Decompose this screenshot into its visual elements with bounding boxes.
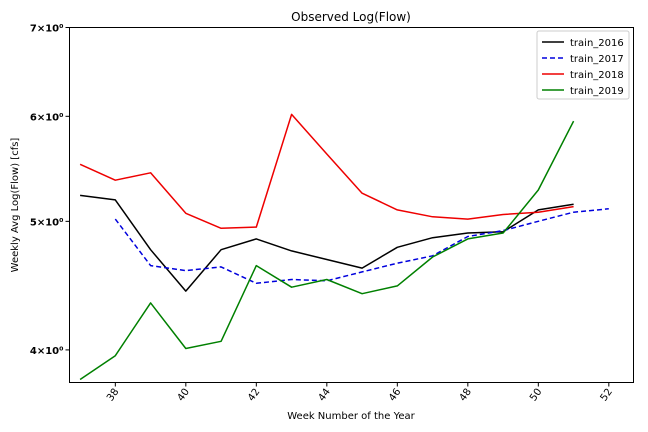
y-tick-label: 4×10⁰ xyxy=(30,346,64,357)
y-axis-label: Weekly Avg Log(Flow) [cfs] xyxy=(10,138,21,273)
series-layer xyxy=(79,113,609,381)
series-line-train_2017 xyxy=(114,208,609,285)
series-line-train_2018 xyxy=(79,113,574,230)
y-tick-label: 6×10⁰ xyxy=(30,112,64,123)
series-line-train_2019 xyxy=(79,120,575,381)
y-axis: 4×10⁰ 5×10⁰ 6×10⁰ 7×10⁰ xyxy=(30,24,70,357)
chart-title: Observed Log(Flow) xyxy=(291,10,411,24)
y-tick-label: 7×10⁰ xyxy=(30,24,64,35)
x-axis: 38 40 42 44 46 48 50 52 xyxy=(105,382,615,403)
legend: train_2016 train_2017 train_2018 train_2019 xyxy=(536,30,630,100)
legend-label: train_2017 xyxy=(570,54,624,65)
legend-label: train_2016 xyxy=(570,38,624,49)
y-tick-label: 5×10⁰ xyxy=(30,217,64,228)
plot-frame xyxy=(69,27,634,383)
legend-label: train_2019 xyxy=(570,86,624,97)
x-axis-label: Week Number of the Year xyxy=(287,411,415,422)
legend-label: train_2018 xyxy=(570,70,624,81)
legend-box xyxy=(536,30,630,100)
